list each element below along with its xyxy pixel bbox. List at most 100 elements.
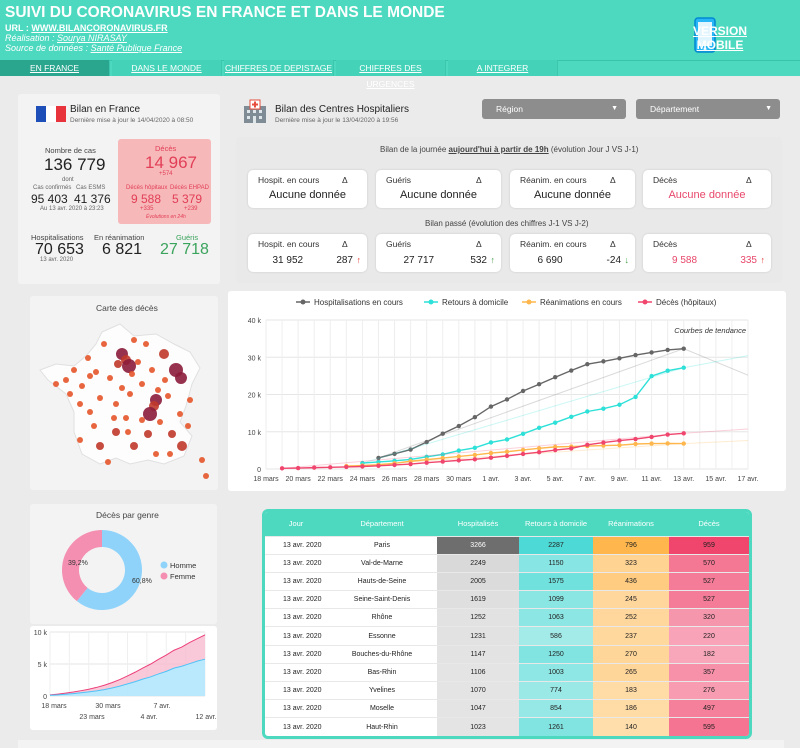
map-death-dot[interactable] [157, 419, 163, 425]
data-point[interactable] [488, 404, 494, 409]
data-point[interactable] [440, 452, 445, 457]
map-death-dot[interactable] [67, 391, 73, 397]
legend-homme[interactable]: Homme [170, 561, 196, 570]
data-point[interactable] [520, 451, 526, 457]
data-point[interactable] [649, 373, 654, 379]
data-point[interactable] [553, 447, 558, 453]
map-death-dot[interactable] [91, 423, 97, 429]
map-death-dot[interactable] [203, 473, 209, 479]
map-death-dot[interactable] [167, 451, 173, 457]
map-death-dot[interactable] [168, 430, 176, 438]
data-point[interactable] [617, 438, 622, 443]
map-death-dot[interactable] [97, 395, 103, 401]
map-death-dot[interactable] [93, 369, 99, 375]
data-point[interactable] [665, 368, 670, 373]
data-point[interactable] [424, 439, 429, 445]
table-row[interactable]: 13 avr. 2020 Paris 3266 2287 796 959 [265, 535, 749, 555]
map-death-dot[interactable] [122, 359, 136, 373]
map-death-dot[interactable] [139, 417, 145, 423]
data-point[interactable] [279, 466, 285, 471]
legend-label[interactable]: Réanimations en cours [540, 298, 622, 307]
data-point[interactable] [360, 464, 365, 469]
map-death-dot[interactable] [162, 377, 168, 383]
map-death-dot[interactable] [130, 442, 138, 450]
table-row[interactable]: 13 avr. 2020 Rhône 1252 1063 252 320 [265, 608, 749, 627]
data-point[interactable] [536, 425, 542, 431]
data-point[interactable] [633, 352, 638, 358]
table-header-cell[interactable]: Hospitalisés [437, 512, 519, 536]
data-point[interactable] [504, 453, 510, 459]
data-point[interactable] [520, 388, 526, 394]
tab-dans-le-monde[interactable]: DANS LE MONDE [112, 60, 222, 76]
map-death-dot[interactable] [113, 401, 119, 407]
data-point[interactable] [633, 436, 638, 442]
data-point[interactable] [488, 455, 494, 460]
table-row[interactable]: 13 avr. 2020 Bas-Rhin 1106 1003 265 357 [265, 662, 749, 682]
data-point[interactable] [472, 457, 478, 462]
table-row[interactable]: 13 avr. 2020 Essonne 1231 586 237 220 [265, 626, 749, 646]
data-point[interactable] [585, 409, 590, 414]
data-point[interactable] [665, 347, 670, 353]
data-point[interactable] [649, 441, 654, 446]
mobile-version-link[interactable]: VERSION MOBILE [685, 24, 755, 52]
data-point[interactable] [376, 455, 381, 461]
map-death-dot[interactable] [87, 373, 93, 379]
map-death-dot[interactable] [71, 367, 77, 373]
data-point[interactable] [633, 394, 638, 400]
table-header-cell[interactable]: Réanimations [593, 512, 669, 536]
map-death-dot[interactable] [129, 371, 135, 377]
table-row[interactable]: 13 avr. 2020 Yvelines 1070 774 183 276 [265, 680, 749, 700]
departements-table[interactable]: Jour Département Hospitalisés Retours à dom… [262, 509, 752, 740]
data-point[interactable] [424, 457, 429, 462]
tab-chiffres-depistage[interactable]: CHIFFRES DE DEPISTAGE [224, 60, 334, 76]
region-dropdown[interactable]: Région ▼ [482, 99, 626, 119]
donut-slice-homme[interactable] [76, 530, 143, 610]
map-death-dot[interactable] [111, 415, 117, 421]
data-point[interactable] [553, 375, 558, 380]
table-header-cell[interactable]: Département [327, 512, 437, 536]
data-point[interactable] [376, 463, 381, 468]
table-header-cell[interactable]: Jour [265, 512, 327, 536]
map-death-dot[interactable] [153, 451, 159, 457]
map-death-dot[interactable] [149, 367, 155, 373]
data-point[interactable] [681, 346, 686, 351]
data-point[interactable] [601, 440, 606, 445]
deaths-map[interactable] [30, 314, 218, 490]
data-point[interactable] [520, 447, 526, 453]
map-death-dot[interactable] [139, 381, 145, 387]
map-death-dot[interactable] [187, 397, 193, 403]
data-point[interactable] [617, 442, 622, 448]
table-row[interactable]: 13 avr. 2020 Val-de-Marne 2249 1150 323 570 [265, 553, 749, 573]
map-death-dot[interactable] [85, 355, 91, 361]
data-point[interactable] [681, 431, 686, 436]
map-death-dot[interactable] [177, 441, 187, 451]
data-point[interactable] [504, 449, 510, 454]
table-row[interactable]: 13 avr. 2020 Seine-Saint-Denis 1619 1099 245… [265, 590, 749, 609]
data-point[interactable] [456, 454, 461, 459]
data-point[interactable] [536, 382, 542, 387]
source-link[interactable]: Santé Publique France [90, 43, 183, 53]
table-row[interactable]: 13 avr. 2020 Bouches-du-Rhône 1147 1250 270 1… [265, 644, 749, 664]
legend-label[interactable]: Retours à domicile [442, 298, 509, 307]
data-point[interactable] [344, 464, 349, 470]
map-death-dot[interactable] [112, 428, 120, 436]
data-point[interactable] [408, 461, 413, 467]
map-death-dot[interactable] [131, 337, 137, 343]
data-point[interactable] [456, 458, 461, 463]
data-point[interactable] [295, 465, 301, 471]
map-death-dot[interactable] [96, 442, 104, 450]
map-death-dot[interactable] [77, 401, 83, 407]
map-death-dot[interactable] [123, 415, 129, 421]
map-death-dot[interactable] [119, 385, 125, 391]
map-death-dot[interactable] [79, 383, 85, 389]
map-death-dot[interactable] [177, 411, 183, 417]
data-point[interactable] [424, 460, 429, 465]
data-point[interactable] [665, 432, 670, 437]
map-death-dot[interactable] [135, 359, 141, 365]
data-point[interactable] [585, 361, 590, 367]
data-point[interactable] [601, 406, 606, 411]
map-death-dot[interactable] [107, 375, 113, 381]
data-point[interactable] [408, 447, 413, 452]
table-header-cell[interactable]: Retours à domicile [519, 512, 593, 536]
map-death-dot[interactable] [105, 459, 111, 465]
